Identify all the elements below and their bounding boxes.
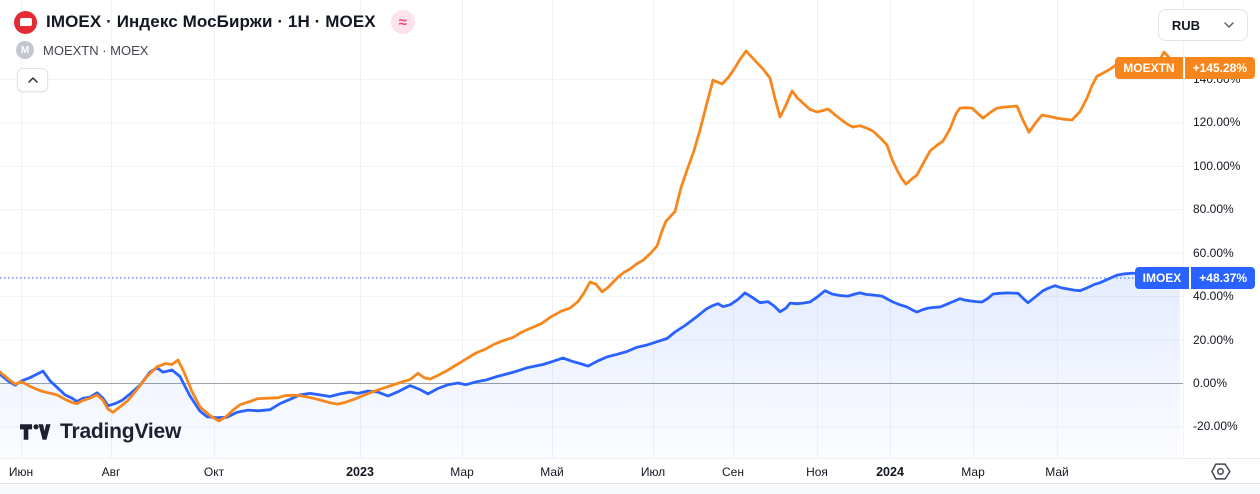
gridlines: [0, 0, 1183, 458]
price-axis-label: 20.00%: [1193, 332, 1234, 347]
chevron-down-icon: [1224, 22, 1234, 28]
tradingview-wordmark: TradingView: [60, 420, 182, 443]
time-axis-label: 2024: [876, 465, 904, 479]
price-axis-label: 100.00%: [1193, 158, 1241, 173]
badge-cell: +48.37%: [1191, 266, 1255, 289]
time-axis-label: Май: [540, 465, 564, 479]
collapse-legend-button[interactable]: [17, 68, 48, 92]
price-axis-label: 120.00%: [1193, 115, 1241, 130]
tradingview-logo[interactable]: TradingView: [20, 420, 181, 444]
time-axis-label: Авг: [101, 465, 121, 479]
moextn-line[interactable]: [0, 49, 1182, 423]
main-symbol-row[interactable]: IMOEX · Индекс МосБиржи · 1H · MOEX ≈: [14, 10, 415, 34]
moextn-logo-icon: M: [16, 41, 34, 59]
time-axis[interactable]: Июн Авг Окт 2023 Мар Май Июл Сен Ноя 2024 Мар Май: [0, 458, 1260, 484]
axis-settings-icon[interactable]: [1211, 463, 1231, 485]
bottom-strip: [0, 483, 1260, 494]
moextn-price-badge: MOEXTN +145.28%: [1115, 56, 1255, 79]
time-axis-label: Июл: [640, 465, 666, 479]
imoex-price-badge: IMOEX +48.37%: [1134, 266, 1255, 289]
currency-selector[interactable]: RUB: [1157, 9, 1248, 41]
price-axis-label: -20.00%: [1193, 419, 1238, 434]
compare-symbol-title[interactable]: MOEXTN · MOEX: [43, 42, 149, 58]
compare-symbol-row[interactable]: M MOEXTN · MOEX: [14, 41, 415, 59]
approx-data-icon[interactable]: ≈: [390, 10, 415, 34]
price-axis-label: 60.00%: [1193, 245, 1234, 260]
chevron-up-icon: [27, 77, 38, 83]
chart-legend: IMOEX · Индекс МосБиржи · 1H · MOEX ≈ M …: [14, 10, 415, 92]
time-axis-label: Окт: [203, 465, 225, 479]
time-axis-label: Май: [1045, 465, 1069, 479]
badge-cell: IMOEX: [1134, 266, 1190, 289]
tradingview-mark-icon: [20, 424, 51, 440]
badge-cell: MOEXTN: [1115, 56, 1183, 79]
price-chart-pane[interactable]: [0, 0, 1183, 458]
price-axis-label: 80.00%: [1193, 202, 1234, 217]
time-axis-label: Ноя: [806, 465, 828, 479]
time-axis-label: Сен: [722, 465, 744, 479]
time-axis-label: Июн: [8, 465, 34, 479]
imoex-line[interactable]: [0, 271, 1182, 420]
moex-logo-icon: [14, 10, 37, 34]
currency-value: RUB: [1171, 17, 1200, 33]
badge-cell: +145.28%: [1184, 56, 1255, 79]
main-symbol-title[interactable]: IMOEX · Индекс МосБиржи · 1H · MOEX: [46, 12, 376, 31]
time-axis-label: Мар: [450, 465, 474, 479]
time-axis-label: Мар: [961, 465, 985, 479]
price-axis-label: 40.00%: [1193, 289, 1234, 304]
time-axis-label: 2023: [346, 465, 374, 479]
price-axis-label: 0.00%: [1193, 376, 1228, 390]
